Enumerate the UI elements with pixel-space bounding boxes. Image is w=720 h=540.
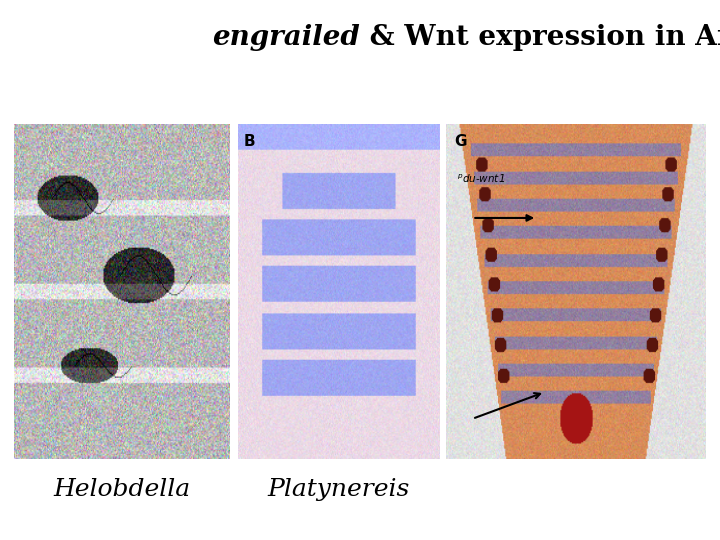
Text: & Wnt expression in Annelids: & Wnt expression in Annelids (360, 24, 720, 51)
Text: engrailed: engrailed (212, 24, 360, 51)
Text: Platynereis: Platynereis (267, 478, 410, 501)
Text: $\mathregular{^{p}}$du-wnt1: $\mathregular{^{p}}$du-wnt1 (456, 173, 505, 185)
Text: G: G (454, 134, 467, 149)
Text: Helobdella: Helobdella (54, 478, 191, 501)
Text: B: B (243, 134, 256, 149)
